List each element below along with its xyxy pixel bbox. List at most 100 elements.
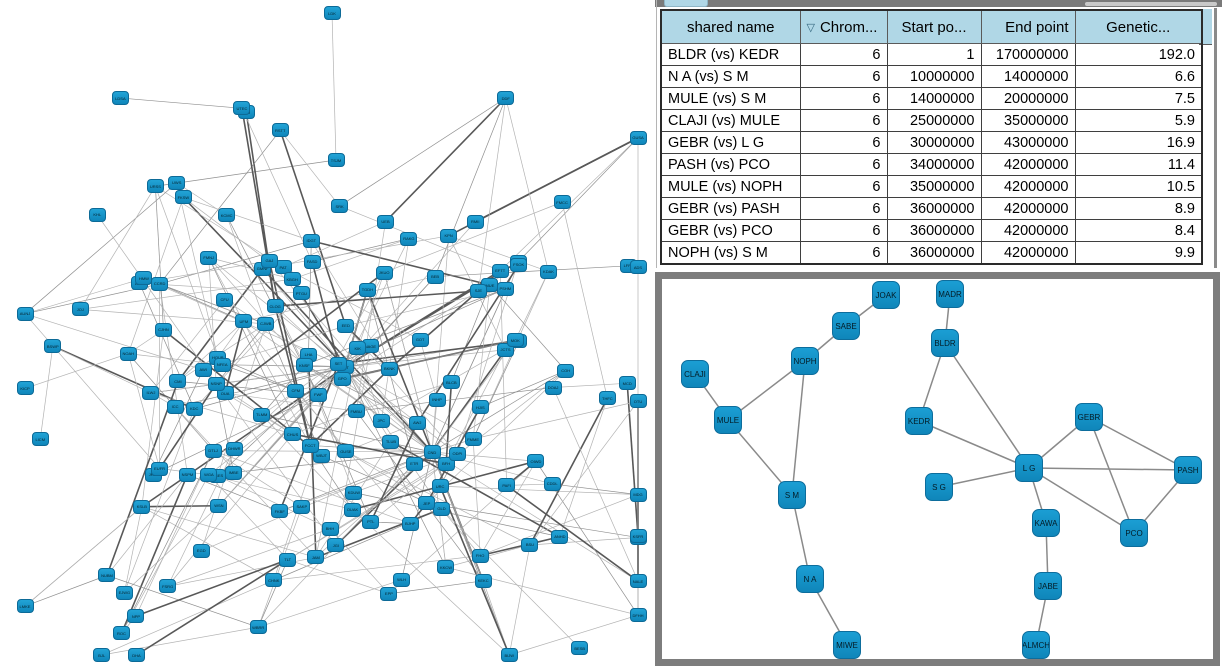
edge[interactable] (152, 369, 204, 475)
edge[interactable] (552, 483, 639, 495)
network-node[interactable]: EGD (192, 543, 210, 558)
network-node[interactable]: AWI (194, 362, 212, 377)
edge[interactable] (208, 474, 353, 510)
edge[interactable] (155, 159, 337, 187)
cell-chromosome[interactable]: 6 (799, 241, 888, 265)
cell-genetic[interactable]: 9.9 (1074, 241, 1203, 265)
edge[interactable] (367, 289, 415, 464)
network-node[interactable]: KKCW (437, 560, 455, 575)
edge[interactable] (124, 506, 143, 593)
cell-chromosome[interactable]: 6 (799, 219, 888, 242)
cell-start[interactable]: 36000000 (886, 197, 982, 220)
network-node[interactable]: CDDL (543, 476, 561, 491)
edge[interactable] (472, 438, 481, 556)
network-node[interactable]: URC (431, 479, 449, 494)
network-node[interactable]: FKSW (174, 190, 192, 205)
edge[interactable] (559, 398, 608, 537)
edge[interactable] (208, 257, 293, 435)
col-header-start-point[interactable]: Start po... (886, 9, 982, 44)
edge[interactable] (167, 528, 331, 587)
network-node[interactable]: ANHD (551, 529, 569, 544)
network-node[interactable]: DFHH (629, 608, 647, 623)
network-node[interactable]: ADS (629, 260, 647, 275)
network-node[interactable]: OTU (629, 394, 647, 409)
edge[interactable] (155, 186, 219, 358)
edge[interactable] (159, 240, 312, 285)
edge[interactable] (506, 484, 639, 582)
edge[interactable] (261, 414, 353, 510)
edge[interactable] (136, 558, 289, 656)
edge[interactable] (225, 392, 357, 412)
edge[interactable] (215, 323, 267, 385)
network-node[interactable]: KHL (88, 207, 106, 222)
edge[interactable] (480, 370, 566, 408)
edge[interactable] (331, 12, 337, 161)
network-node[interactable]: MDG (629, 487, 647, 502)
cell-chromosome[interactable]: 6 (799, 65, 888, 88)
network-node[interactable]: DDF (497, 91, 515, 105)
network-node[interactable]: OIWD (527, 454, 545, 469)
network-node[interactable]: UTEC (233, 101, 251, 116)
network-node[interactable]: EFTT (491, 263, 509, 278)
col-header-genetic[interactable]: Genetic... (1074, 9, 1203, 44)
cell-chromosome[interactable]: 6 (799, 175, 888, 198)
network-node[interactable]: CLOG (266, 299, 284, 314)
network-node[interactable]: AWJ (408, 415, 426, 430)
edge[interactable] (384, 97, 507, 223)
col-header-shared-name[interactable]: shared name (660, 9, 801, 44)
network-node[interactable]: UEB (377, 214, 395, 229)
cell-end[interactable]: 42000000 (980, 241, 1076, 265)
network-node[interactable]: HJIS (471, 400, 489, 415)
network-node[interactable]: TLUB (382, 434, 400, 449)
network-node[interactable]: UWS (168, 175, 186, 190)
edge[interactable] (262, 235, 449, 269)
network-node[interactable]: IDGT (302, 233, 320, 248)
network-node[interactable]: WLH (393, 572, 411, 587)
edge[interactable] (287, 559, 390, 595)
cell-start[interactable]: 36000000 (886, 219, 982, 242)
network-node[interactable]: BSWP (44, 339, 62, 354)
edge[interactable] (356, 387, 554, 412)
edge[interactable] (226, 215, 267, 325)
edge[interactable] (473, 400, 639, 440)
edge[interactable] (434, 97, 507, 277)
edge[interactable] (345, 451, 531, 546)
edge[interactable] (135, 558, 289, 617)
edge[interactable] (311, 240, 506, 290)
edge[interactable] (292, 410, 357, 435)
edge[interactable] (257, 559, 289, 628)
cell-chromosome[interactable]: 6 (799, 109, 888, 132)
cell-genetic[interactable]: 16.9 (1074, 131, 1203, 154)
cell-genetic[interactable]: 8.9 (1074, 197, 1203, 220)
network-node[interactable]: NAGE (361, 339, 379, 354)
network-node[interactable]: FASD (303, 254, 321, 269)
edge[interactable] (312, 238, 409, 263)
edge[interactable] (441, 508, 481, 556)
edge[interactable] (304, 364, 355, 493)
edge[interactable] (159, 130, 281, 285)
cell-end[interactable]: 35000000 (980, 109, 1076, 132)
table-row[interactable]: MULE (vs) S M 6 14000000 20000000 7.5 (660, 87, 1203, 110)
network-node[interactable]: NFEA (213, 357, 231, 372)
col-header-chromosome[interactable]: ▽ Chrom... (799, 9, 888, 44)
edge[interactable] (431, 235, 449, 453)
edge[interactable] (106, 474, 188, 576)
cell-shared-name[interactable]: MULE (vs) NOPH (660, 175, 801, 198)
edge[interactable] (287, 463, 447, 560)
network-node[interactable]: CJWB (257, 316, 275, 331)
network-node[interactable]: EPP (380, 586, 398, 601)
edge[interactable] (552, 387, 639, 582)
edge[interactable] (201, 451, 433, 552)
network-node[interactable]: FMNJ (200, 250, 218, 265)
edge[interactable] (24, 182, 177, 315)
network-node[interactable]: DHWR (225, 441, 243, 456)
network-node[interactable]: PAFI (498, 478, 516, 493)
network-node-S-G[interactable]: S G (925, 473, 953, 501)
network-node[interactable]: LDSA (111, 91, 129, 105)
network-node[interactable]: KDC (185, 401, 203, 416)
network-node[interactable]: FKBF (271, 504, 289, 519)
cell-start[interactable]: 35000000 (886, 175, 982, 198)
edge[interactable] (918, 420, 1030, 469)
edge[interactable] (479, 535, 561, 557)
edge[interactable] (106, 575, 259, 628)
